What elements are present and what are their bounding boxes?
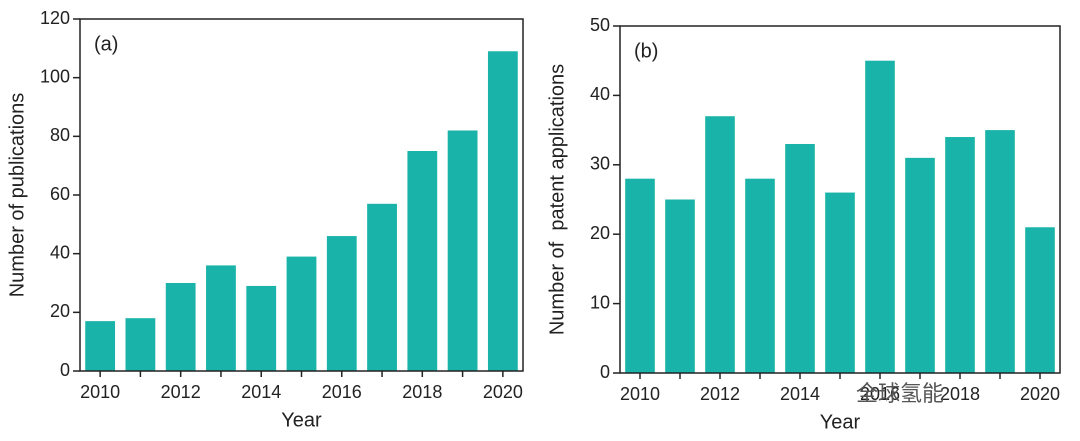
y-tick-label: 10: [590, 292, 610, 312]
y-tick-label: 60: [50, 184, 70, 204]
panel-label: (b): [634, 40, 658, 62]
bar: [745, 178, 775, 373]
plot-frame: [79, 18, 524, 372]
y-tick-label: 0: [60, 360, 70, 380]
bar: [407, 151, 438, 371]
y-tick-label: 50: [590, 15, 610, 35]
bar: [825, 192, 855, 373]
bar: [165, 283, 196, 371]
y-tick-label: 20: [50, 301, 70, 321]
x-tick-label: 2014: [241, 382, 281, 402]
y-tick-label: 40: [50, 242, 70, 262]
y-tick-label: 0: [600, 362, 610, 382]
x-axis-label: Year: [820, 411, 861, 433]
y-tick-label: 20: [590, 223, 610, 243]
bar: [705, 116, 735, 373]
y-tick-label: 40: [590, 84, 610, 104]
plot-frame: [619, 25, 1061, 374]
x-tick-label: 2016: [860, 384, 900, 404]
y-tick-label: 100: [40, 66, 70, 86]
bar: [125, 318, 156, 371]
bar: [785, 143, 815, 373]
x-tick-label: 2018: [402, 382, 442, 402]
y-axis-label: Number of patent applications: [546, 64, 568, 335]
x-tick-label: 2016: [322, 382, 362, 402]
bar: [367, 203, 397, 371]
bar: [1025, 227, 1055, 373]
x-tick-label: 2012: [161, 382, 201, 402]
x-tick-label: 2014: [780, 384, 820, 404]
bar: [85, 321, 116, 371]
x-axis-label: Year: [281, 409, 322, 431]
x-tick-label: 2020: [1020, 384, 1060, 404]
x-tick-label: 2020: [483, 382, 523, 402]
panel-label: (a): [94, 33, 118, 55]
bar: [206, 265, 236, 371]
bar: [447, 130, 478, 371]
bar: [985, 130, 1015, 373]
bar: [665, 199, 695, 373]
bar: [945, 137, 975, 373]
y-tick-label: 30: [590, 154, 610, 174]
bar: [326, 236, 357, 371]
bar: [905, 157, 935, 373]
bar: [487, 51, 518, 372]
y-tick-label: 120: [40, 8, 70, 28]
x-tick-label: 2018: [940, 384, 980, 404]
x-tick-label: 2010: [80, 382, 120, 402]
x-tick-label: 2010: [620, 384, 660, 404]
bar: [625, 178, 655, 373]
watermark: 全球氢能: [856, 381, 944, 406]
x-tick-label: 2012: [700, 384, 740, 404]
bar: [865, 60, 895, 373]
y-tick-label: 80: [50, 125, 70, 145]
bar: [286, 256, 317, 371]
bar: [246, 285, 277, 371]
y-axis-label: Number of publications: [6, 93, 28, 298]
